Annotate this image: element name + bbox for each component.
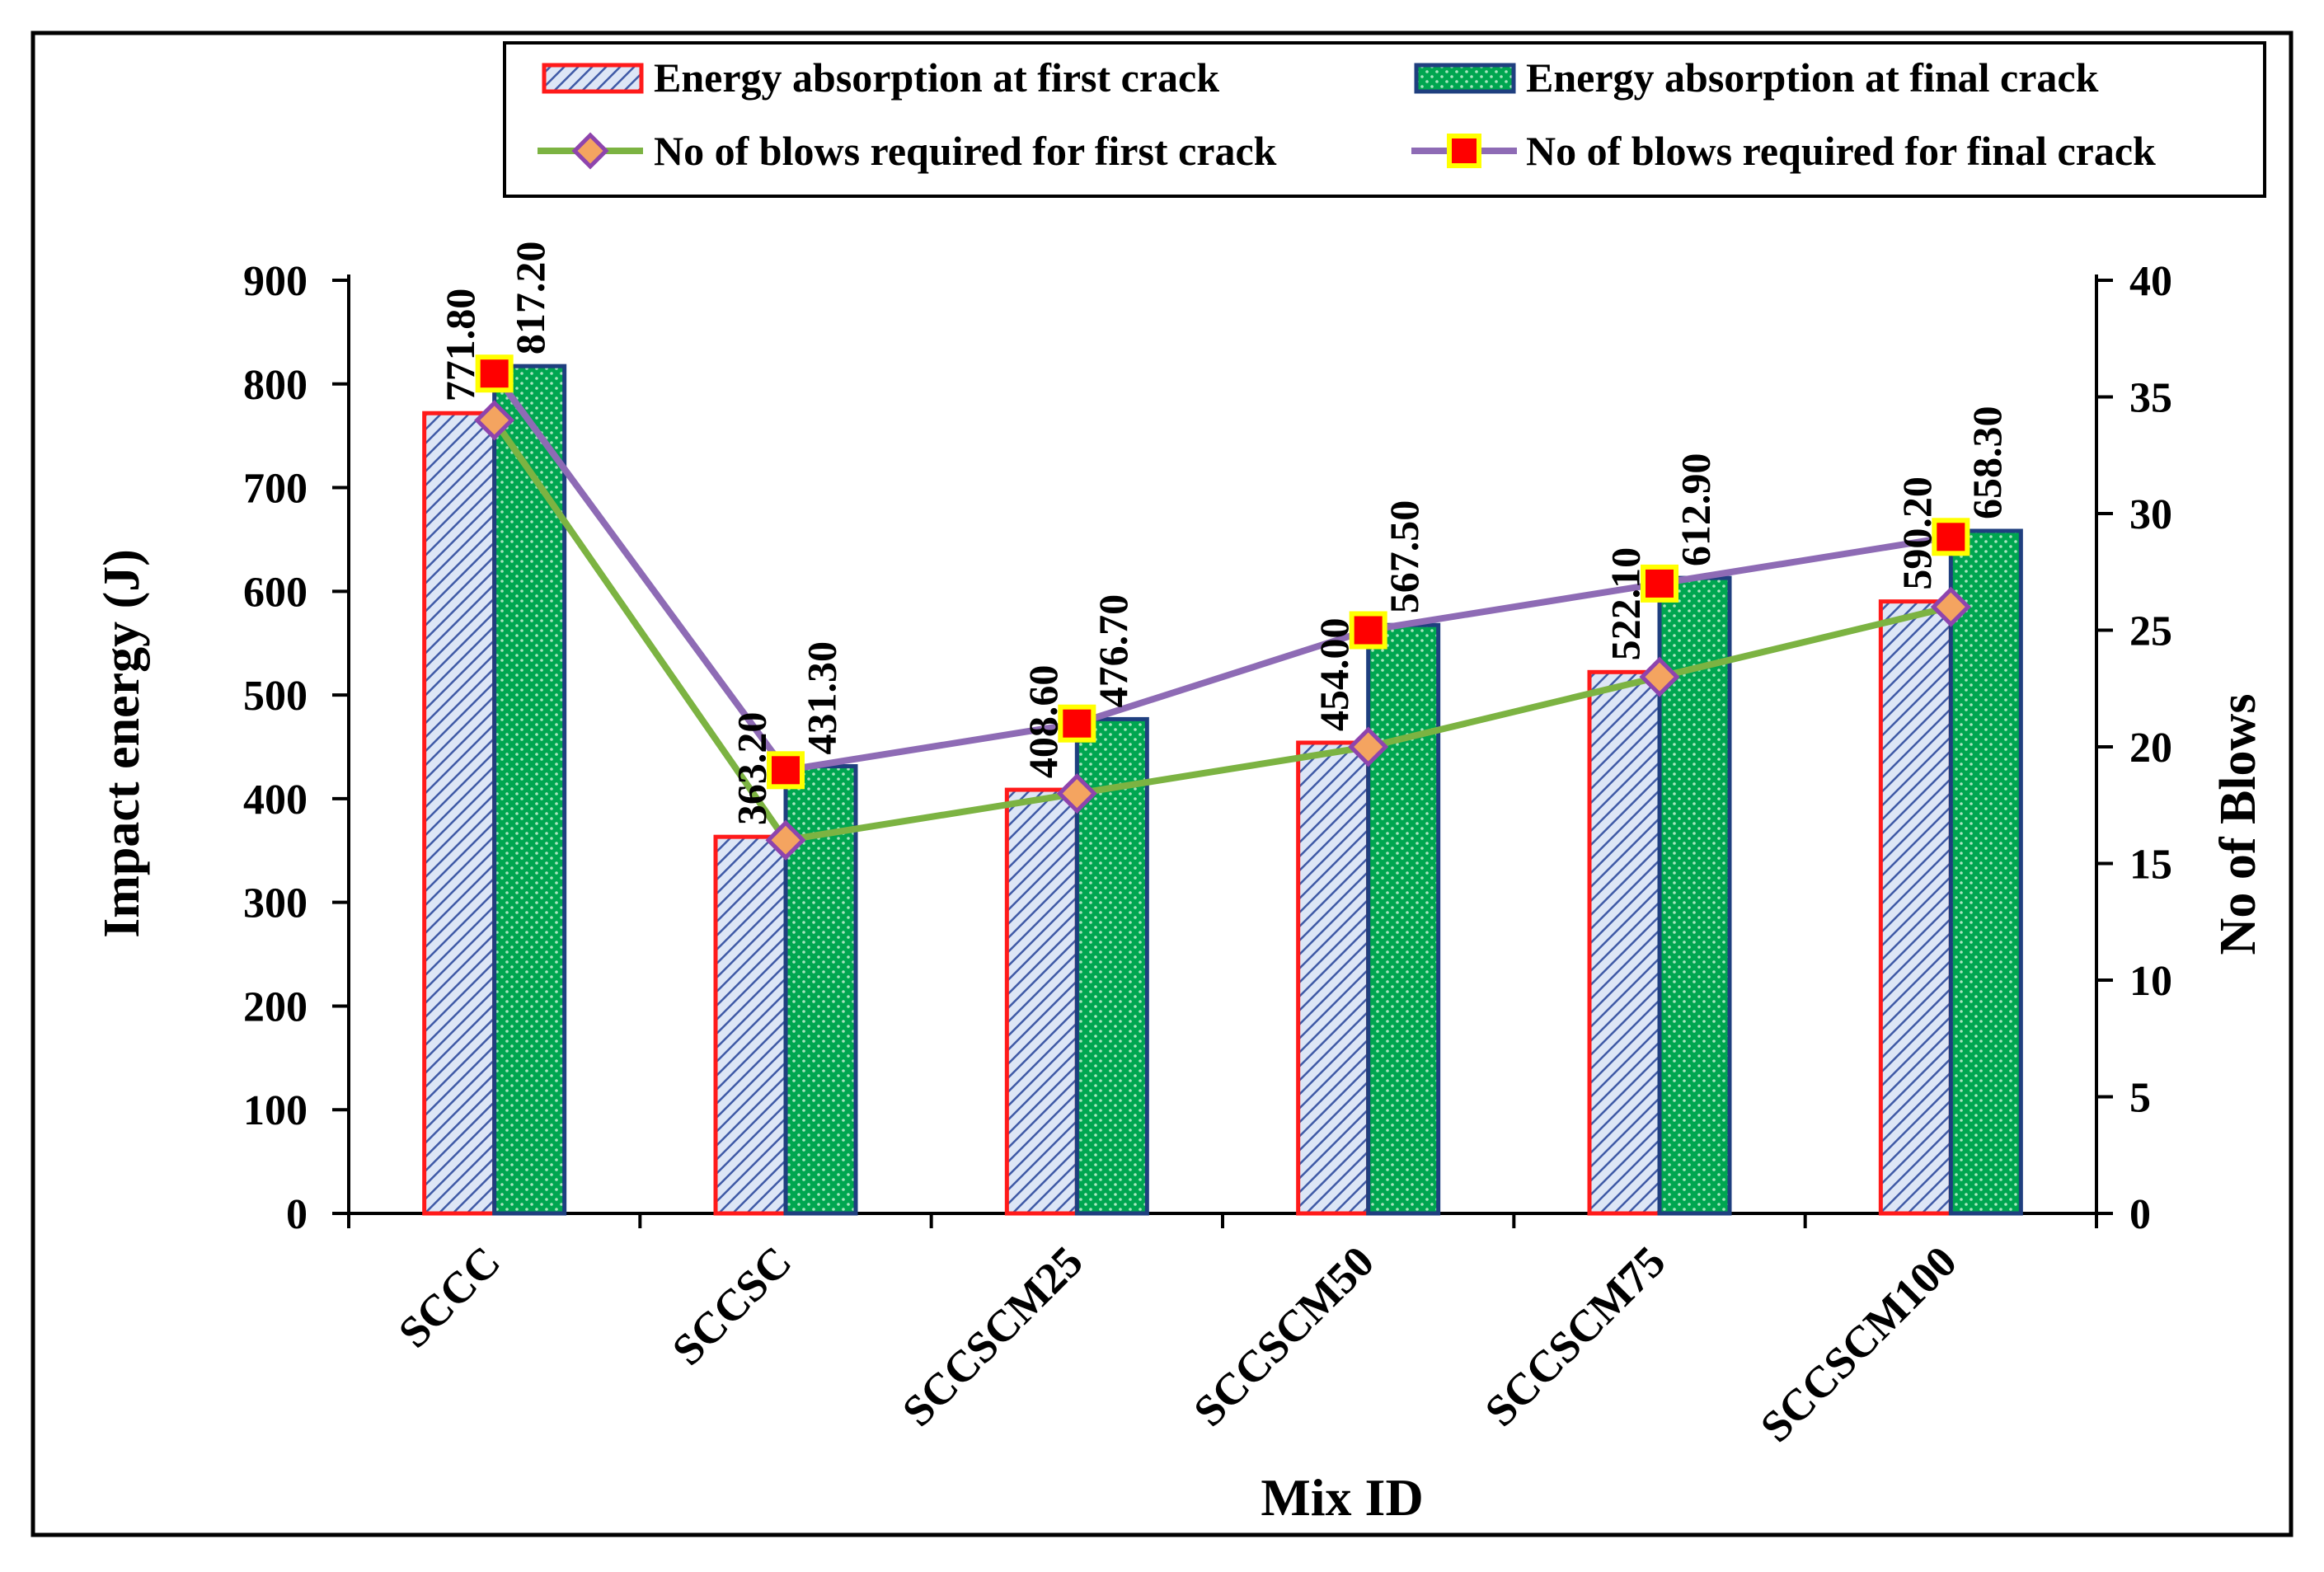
- y-axis-left-title: Impact energy (J): [94, 549, 150, 938]
- line-first-crack-blows: [491, 418, 1952, 844]
- marker-first-crack-blows: [1348, 726, 1389, 767]
- lines: [491, 371, 1952, 844]
- x-axis-title: Mix ID: [1261, 1468, 1423, 1527]
- y-left-tick-label: 100: [243, 1087, 308, 1134]
- legend-swatch-final-crack-energy: [1414, 63, 1516, 94]
- marker-first-crack-blows: [1056, 773, 1097, 814]
- legend-marker-first-crack-blows: [571, 132, 609, 170]
- y-left-tick-label: 300: [243, 880, 308, 927]
- bar-final-crack-energy: [1366, 622, 1441, 1216]
- y-right-tick-label: 20: [2129, 725, 2172, 772]
- y-left-tick-label: 700: [243, 466, 308, 513]
- marker-first-crack-blows: [1639, 656, 1680, 697]
- y-right-tick-label: 40: [2129, 258, 2172, 305]
- legend: Energy absorption at first crack Energy …: [503, 41, 2266, 198]
- y-right-tick-label: 10: [2129, 958, 2172, 1005]
- bar-data-label: 612.90: [1673, 453, 1719, 567]
- y-left-tick-label: 400: [243, 777, 308, 824]
- bar-first-crack-energy: [1296, 740, 1371, 1216]
- bar-first-crack-energy: [1004, 787, 1079, 1216]
- bar-data-label: 476.70: [1090, 594, 1136, 708]
- y-left-tick-label: 0: [286, 1191, 308, 1238]
- marker-final-crack-blows: [475, 354, 514, 393]
- y-left-tick-label: 200: [243, 983, 308, 1030]
- y-right-tick-label: 30: [2129, 491, 2172, 538]
- y-right-tick-label: 0: [2129, 1191, 2151, 1238]
- bar-data-label: 522.10: [1603, 547, 1649, 661]
- bar-data-label: 658.30: [1964, 406, 2010, 520]
- legend-label-first-crack-blows: No of blows required for first crack: [654, 128, 1277, 174]
- marker-final-crack-blows: [1641, 564, 1678, 603]
- marker-first-crack-blows: [765, 819, 806, 861]
- markers: [474, 354, 1971, 861]
- marker-first-crack-blows: [1930, 586, 1971, 627]
- bar-final-crack-energy: [1948, 528, 2023, 1216]
- bar-first-crack-energy: [713, 834, 788, 1216]
- y-axis-right-title: No of Blows: [2210, 694, 2266, 955]
- bar-first-crack-energy: [1878, 599, 1953, 1216]
- line-final-crack-blows: [491, 371, 1951, 774]
- legend-box: [503, 41, 2266, 198]
- y-left-tick-label: 600: [243, 569, 308, 616]
- legend-label-first-crack-energy: Energy absorption at first crack: [654, 54, 1219, 101]
- bar-data-label: 431.30: [799, 641, 845, 755]
- y-right-tick-label: 35: [2129, 375, 2172, 422]
- bar-data-label: 817.20: [507, 242, 553, 355]
- y-left-tick-label: 800: [243, 362, 308, 409]
- y-axis-left-ticks: 0 100 200 300 400 500 600 700 800 900: [243, 258, 349, 1238]
- bars: [422, 364, 2023, 1216]
- bar-first-crack-energy: [422, 411, 497, 1216]
- y-right-tick-label: 5: [2129, 1075, 2151, 1122]
- legend-label-final-crack-energy: Energy absorption at final crack: [1526, 54, 2099, 101]
- bar-first-crack-energy: [1587, 669, 1662, 1216]
- bar-final-crack-energy: [492, 364, 567, 1216]
- marker-first-crack-blows: [474, 400, 515, 441]
- legend-swatch-first-crack-energy: [542, 63, 644, 94]
- bar-data-label: 567.50: [1381, 500, 1427, 614]
- y-right-tick-label: 15: [2129, 842, 2172, 889]
- marker-final-crack-blows: [767, 751, 805, 790]
- marker-final-crack-blows: [1058, 704, 1096, 743]
- marker-final-crack-blows: [1932, 518, 1970, 556]
- legend-label-final-crack-blows: No of blows required for final crack: [1526, 128, 2156, 174]
- y-left-tick-label: 900: [243, 258, 308, 305]
- marker-final-crack-blows: [1349, 611, 1387, 650]
- y-right-tick-label: 25: [2129, 608, 2172, 655]
- legend-marker-final-crack-blows: [1447, 134, 1481, 168]
- y-axis-right-ticks: 0 5 10 15 20 25 30 35 40: [2096, 258, 2172, 1238]
- y-left-tick-label: 500: [243, 673, 308, 720]
